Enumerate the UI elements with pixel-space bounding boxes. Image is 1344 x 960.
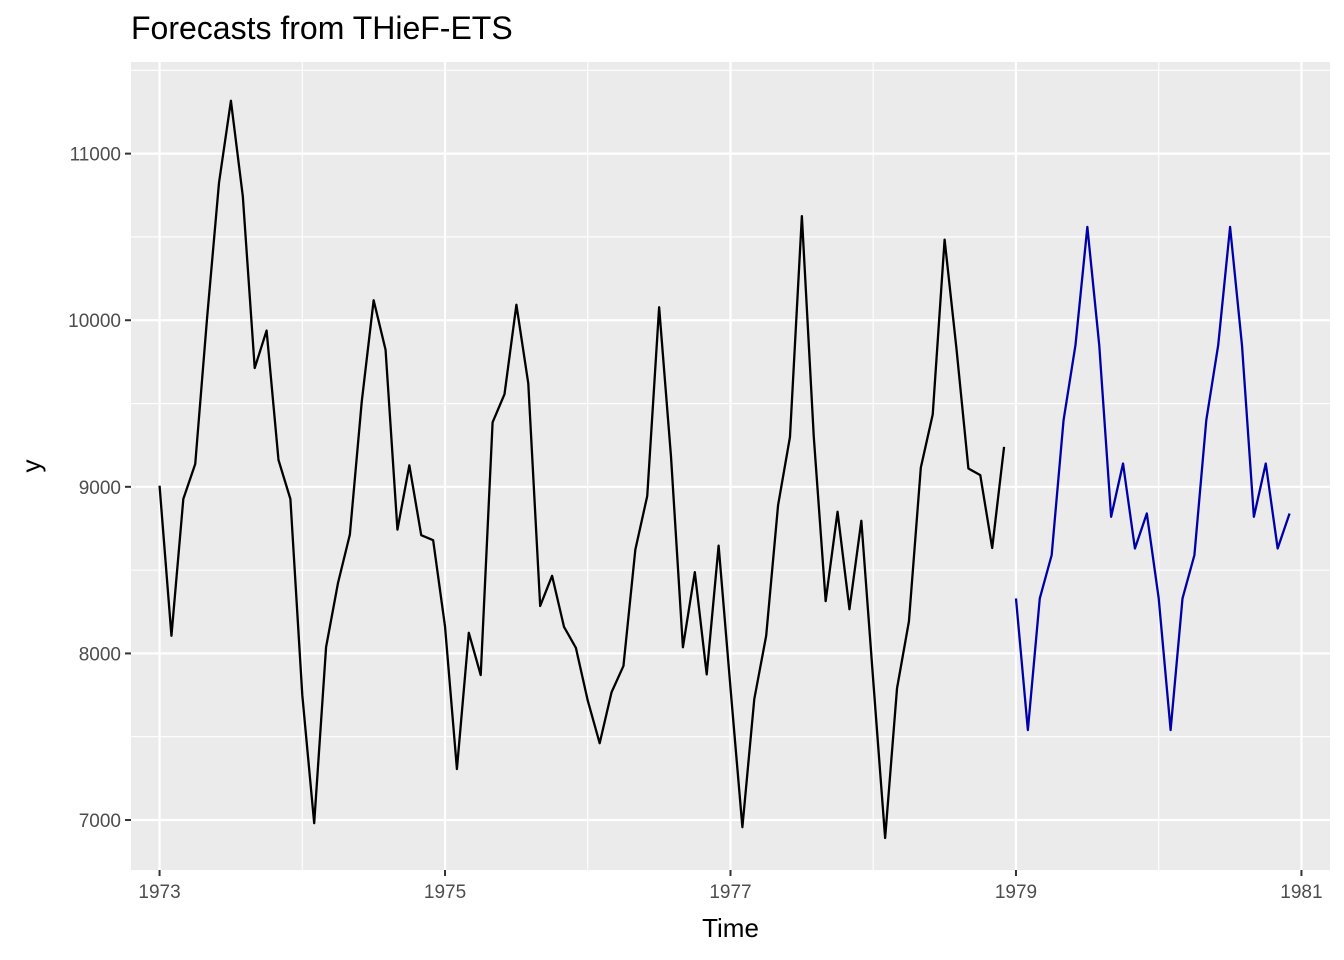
chart-title: Forecasts from THieF-ETS	[131, 10, 513, 46]
y-tick-label: 8000	[79, 644, 121, 665]
x-tick-label: 1981	[1280, 882, 1322, 903]
y-tick-label: 9000	[79, 478, 121, 499]
x-tick-label: 1975	[424, 882, 466, 903]
grid-major	[131, 62, 1330, 870]
series-layer	[158, 99, 1291, 840]
y-tick-label: 10000	[68, 311, 121, 332]
x-tick-label: 1973	[138, 882, 180, 903]
y-axis: 7000 8000 9000 10000 11000	[68, 145, 131, 832]
history-line	[158, 99, 1006, 840]
x-axis: 1973 1975 1977 1979 1981	[138, 870, 1323, 903]
y-axis-title: y	[16, 460, 46, 473]
x-axis-title: Time	[702, 913, 759, 943]
x-tick-label: 1977	[709, 882, 751, 903]
y-tick-label: 11000	[70, 145, 121, 166]
forecast-line	[1014, 225, 1291, 732]
y-tick-label: 7000	[79, 811, 121, 832]
x-tick-label: 1979	[995, 882, 1037, 903]
